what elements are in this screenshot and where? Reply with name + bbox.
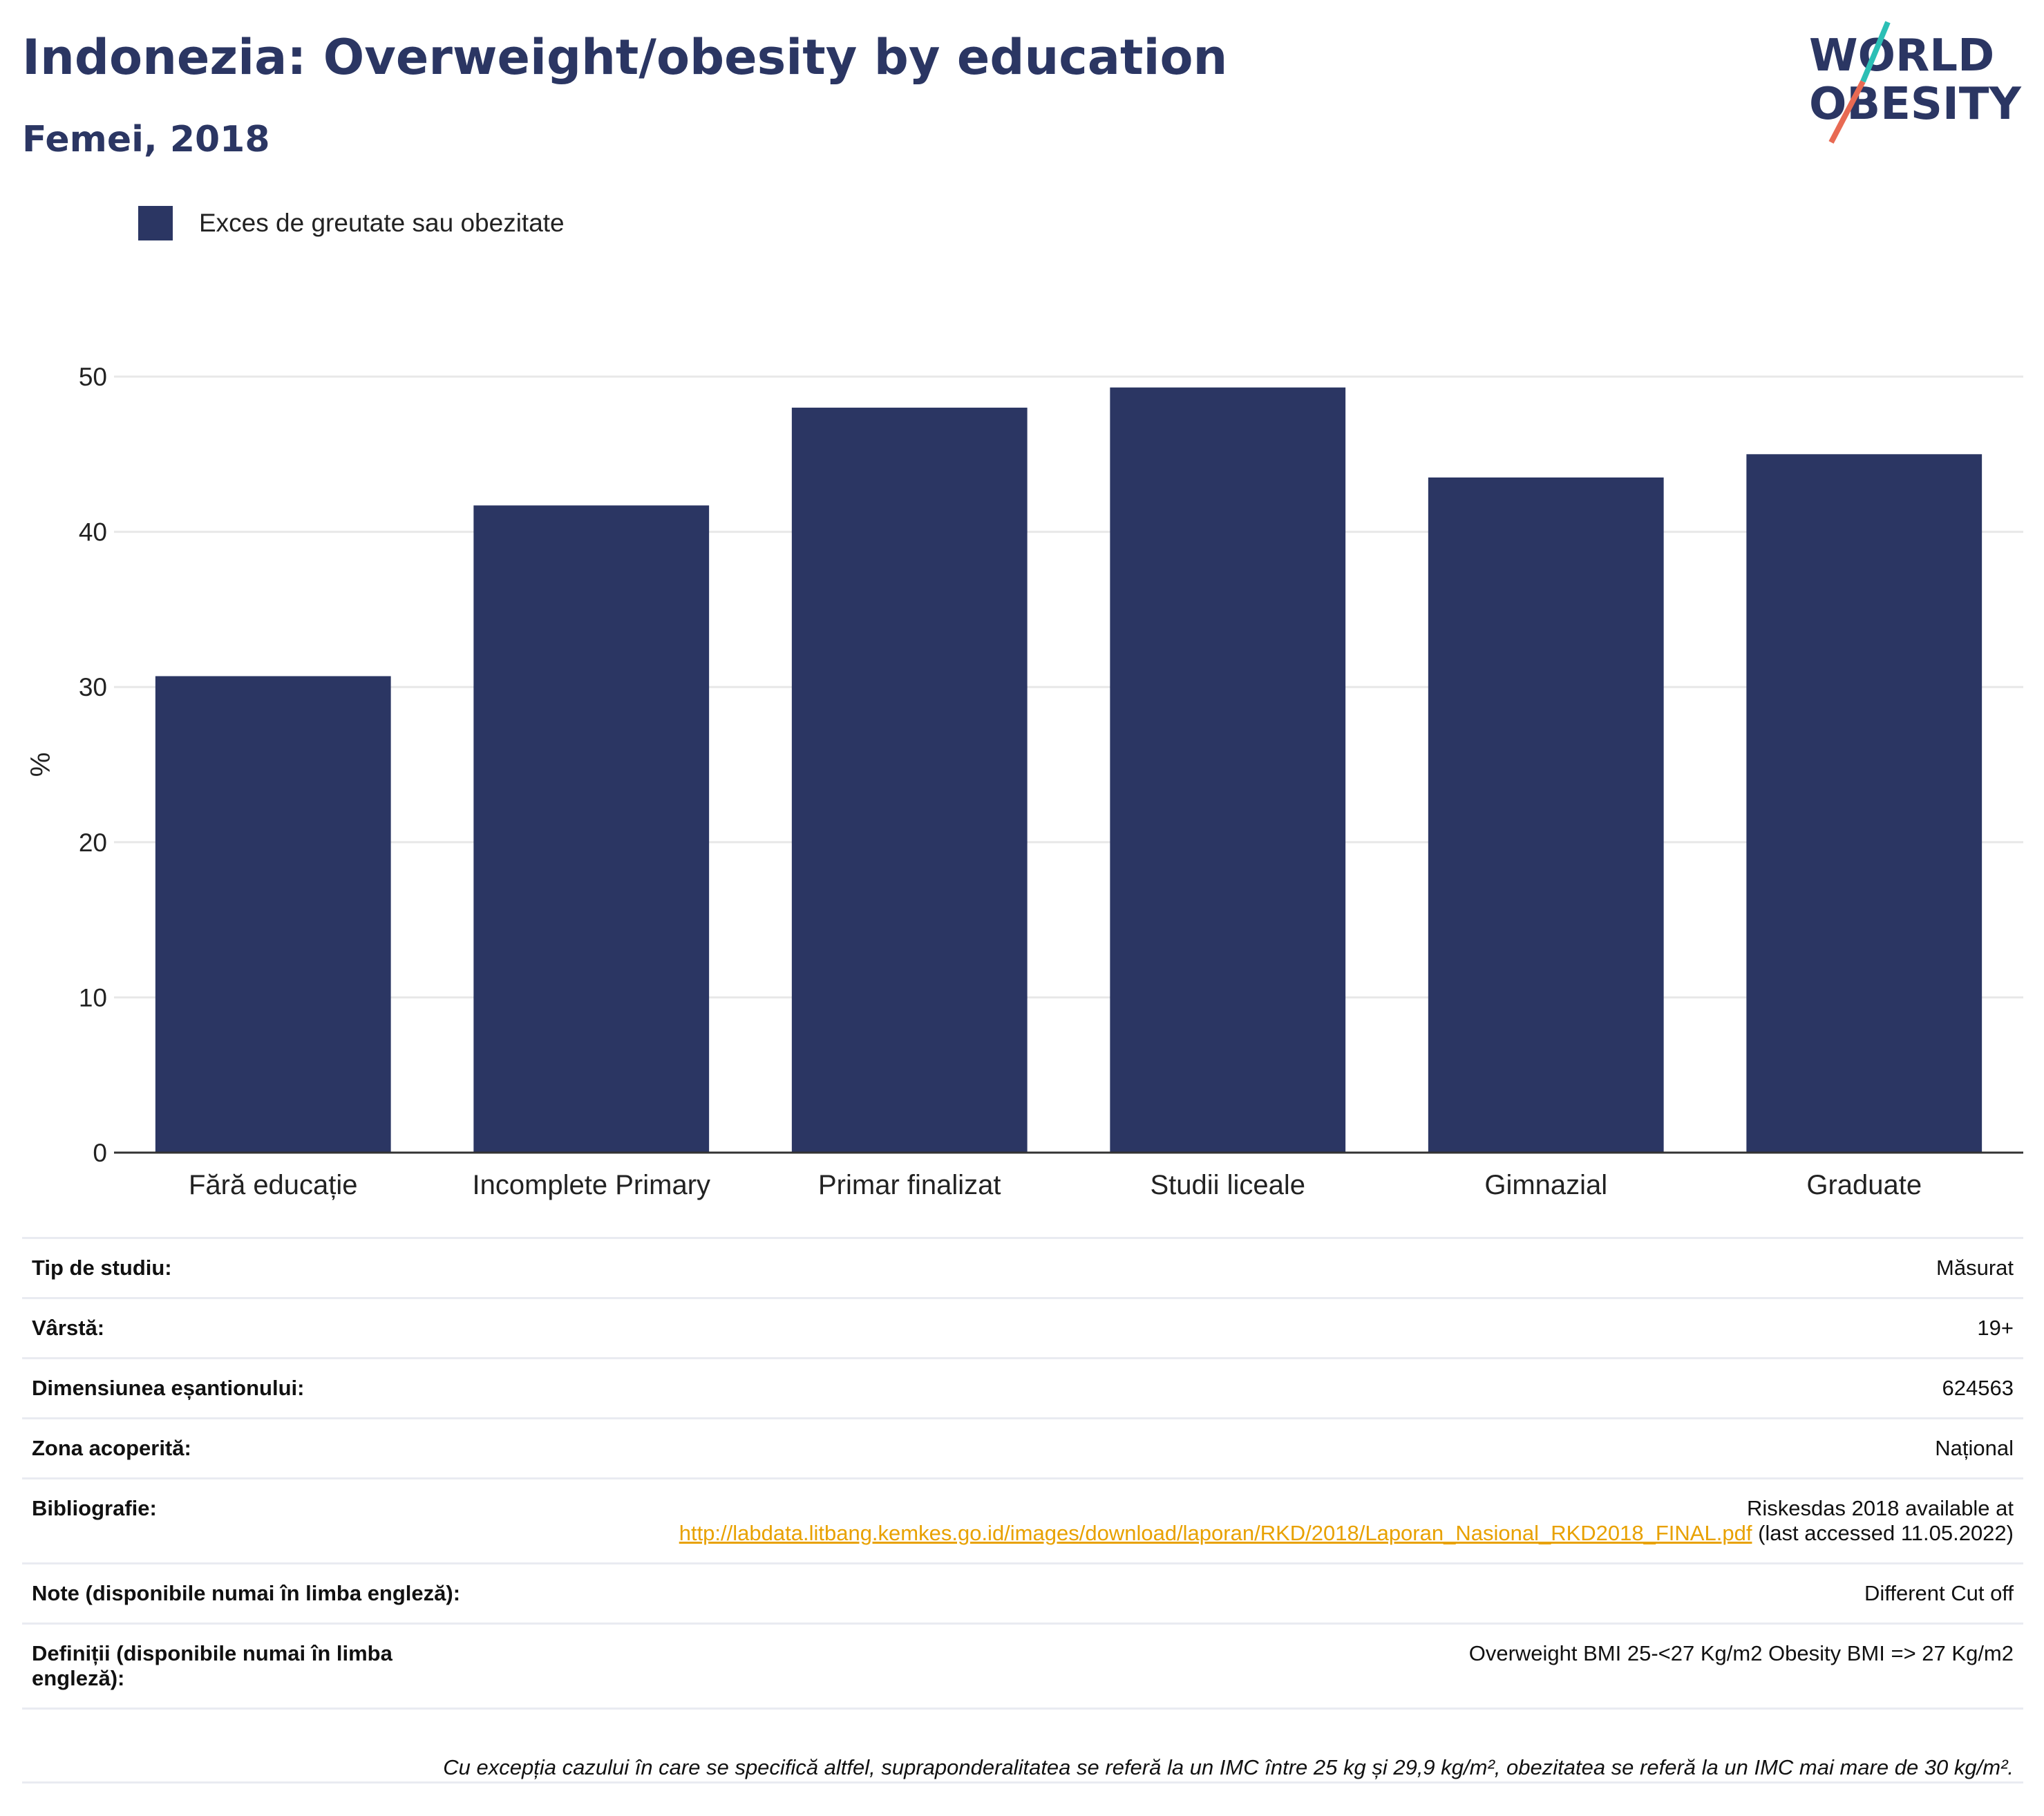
x-tick-label: Fără educație (189, 1170, 358, 1200)
footnote-divider (22, 1781, 2023, 1784)
y-tick-label: 30 (79, 673, 107, 701)
bibliography-suffix: (last accessed 11.05.2022) (1758, 1521, 2014, 1545)
info-row-sample-size: Dimensiunea eșantionului: 624563 (22, 1357, 2023, 1419)
info-value: Overweight BMI 25-<27 Kg/m2 Obesity BMI … (484, 1623, 2023, 1710)
bar-chart: 0 10 20 30 40 50% Fără educație Incomplete Prim… (26, 363, 2023, 1200)
info-value: Național (484, 1417, 2023, 1479)
bar (155, 676, 391, 1153)
bar (791, 407, 1028, 1153)
info-row-study-type: Tip de studiu: Măsurat (22, 1237, 2023, 1299)
logo-slash-top (1860, 21, 1891, 83)
info-key: Tip de studiu: (22, 1237, 484, 1299)
chart-title: Indonezia: Overweight/obesity by educati… (22, 29, 1228, 86)
legend-swatch (138, 206, 173, 240)
legend-label: Exces de greutate sau obezitate (199, 209, 565, 237)
info-value: Riskesdas 2018 available at http://labda… (484, 1477, 2023, 1564)
y-axis-label: % (26, 753, 56, 777)
info-value: Măsurat (484, 1237, 2023, 1299)
info-table: Tip de studiu: Măsurat Vârstă: 19+ Dimen… (22, 1237, 2023, 1710)
bar (1428, 477, 1664, 1153)
x-tick-label: Primar finalizat (818, 1170, 1001, 1200)
info-key: Dimensiunea eșantionului: (22, 1357, 484, 1419)
info-value: 19+ (484, 1297, 2023, 1359)
info-value: Different Cut off (484, 1562, 2023, 1625)
info-key: Vârstă: (22, 1297, 484, 1359)
y-tick-label: 50 (79, 363, 107, 391)
bar (473, 505, 710, 1153)
info-key: Bibliografie: (22, 1477, 484, 1564)
info-key: Note (disponibile numai în limba engleză… (22, 1562, 484, 1625)
legend[interactable]: Exces de greutate sau obezitate (138, 205, 565, 242)
y-tick-label: 0 (93, 1139, 107, 1167)
x-tick-label: Incomplete Primary (472, 1170, 710, 1200)
x-tick-label: Graduate (1806, 1170, 1922, 1200)
bibliography-prefix: Riskesdas 2018 available at (1746, 1496, 2014, 1520)
info-row-notes: Note (disponibile numai în limba engleză… (22, 1562, 2023, 1625)
logo-line1: WORLD (1809, 30, 1994, 82)
info-row-area: Zona acoperită: Național (22, 1417, 2023, 1479)
info-row-bibliography: Bibliografie: Riskesdas 2018 available a… (22, 1477, 2023, 1564)
x-tick-label: Studii liceale (1150, 1170, 1305, 1200)
info-row-age: Vârstă: 19+ (22, 1297, 2023, 1359)
bar (1110, 387, 1346, 1153)
bar (1746, 454, 1983, 1153)
bibliography-link[interactable]: http://labdata.litbang.kemkes.go.id/imag… (679, 1521, 1752, 1545)
x-tick-label: Gimnazial (1484, 1170, 1607, 1200)
footnote: Cu excepția cazului în care se specifică… (443, 1755, 2014, 1779)
info-key: Definiții (disponibile numai în limba en… (22, 1623, 484, 1710)
world-obesity-logo: WORLD OBESITY (1809, 21, 2021, 144)
info-value: 624563 (484, 1357, 2023, 1419)
logo-slash-bottom (1828, 80, 1866, 144)
info-key: Zona acoperită: (22, 1417, 484, 1479)
y-tick-label: 20 (79, 829, 107, 857)
info-row-definitions: Definiții (disponibile numai în limba en… (22, 1623, 2023, 1710)
chart-subtitle: Femei, 2018 (22, 119, 270, 160)
y-tick-label: 10 (79, 983, 107, 1012)
y-tick-label: 40 (79, 518, 107, 547)
